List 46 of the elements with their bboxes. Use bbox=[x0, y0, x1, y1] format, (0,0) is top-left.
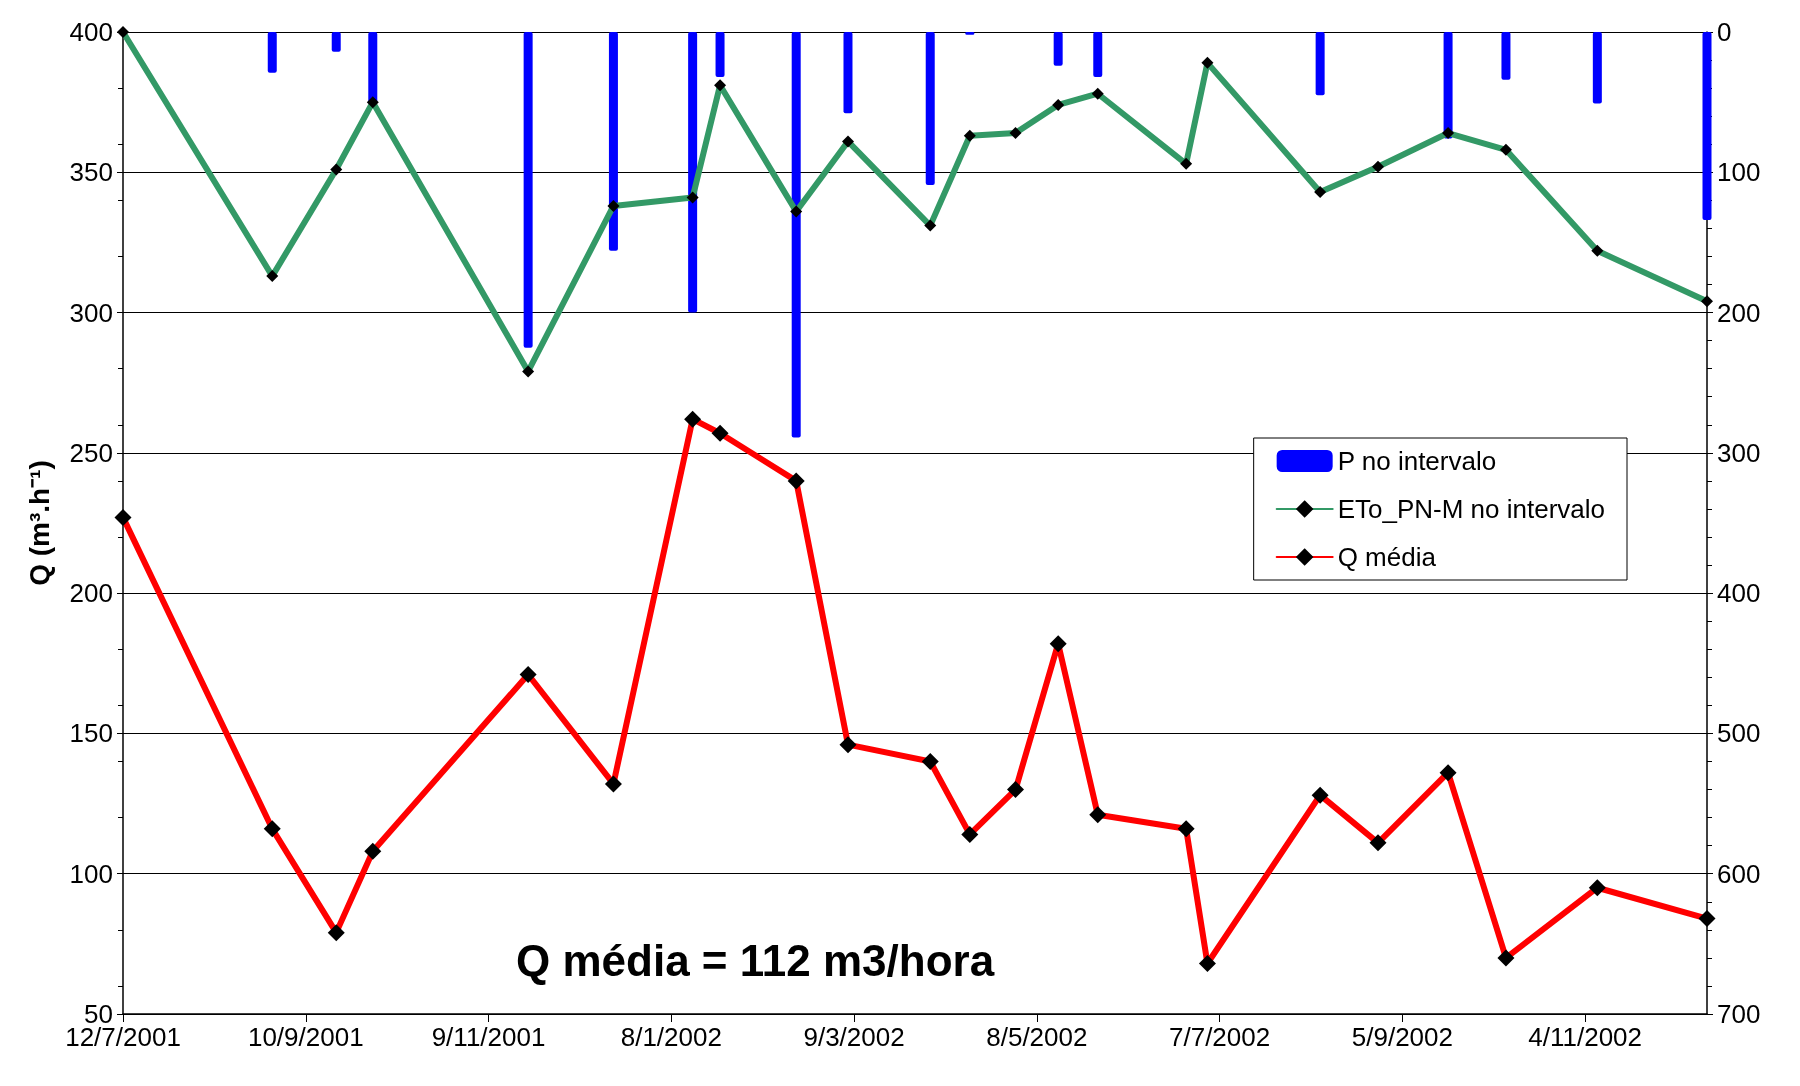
bar bbox=[331, 32, 341, 52]
y2-tick-label: 300 bbox=[1717, 437, 1761, 468]
bar bbox=[1501, 32, 1511, 80]
bar bbox=[925, 32, 935, 185]
x-tick-label: 12/7/2001 bbox=[65, 1022, 181, 1052]
legend-label: P no intervalo bbox=[1337, 446, 1497, 476]
bar bbox=[843, 32, 853, 114]
y-axis-title: Q (m³.h⁻¹) bbox=[23, 460, 55, 586]
y2-tick-label: 600 bbox=[1717, 858, 1761, 889]
legend-label: Q média bbox=[1337, 542, 1437, 572]
y-tick-label: 400 bbox=[69, 17, 113, 47]
bar bbox=[368, 32, 378, 103]
y2-tick-label: 200 bbox=[1717, 297, 1761, 328]
legend-label: ETo_PN-M no intervalo bbox=[1337, 494, 1606, 524]
x-tick-label: 9/11/2001 bbox=[431, 1022, 546, 1052]
bar bbox=[1702, 32, 1712, 220]
x-tick-label: 8/5/2002 bbox=[986, 1022, 1088, 1052]
y2-tick-label: 400 bbox=[1717, 578, 1761, 609]
bar bbox=[1053, 32, 1063, 66]
bar bbox=[1443, 32, 1453, 139]
y-tick-label: 350 bbox=[69, 157, 113, 188]
x-tick-label: 5/9/2002 bbox=[1351, 1022, 1453, 1052]
x-tick-label: 7/7/2002 bbox=[1169, 1022, 1271, 1052]
y-tick-label: 300 bbox=[69, 297, 113, 328]
bar bbox=[791, 32, 801, 438]
bar bbox=[1315, 32, 1325, 96]
y-tick-label: 250 bbox=[69, 437, 113, 468]
annotation: Q média = 112 m3/hora bbox=[516, 935, 995, 985]
bar bbox=[267, 32, 277, 73]
x-tick-label: 4/11/2002 bbox=[1528, 1022, 1643, 1052]
bar bbox=[608, 32, 618, 251]
y2-tick-label: 500 bbox=[1717, 718, 1761, 749]
y-tick-label: 200 bbox=[69, 578, 113, 609]
y-tick-label: 100 bbox=[69, 858, 113, 889]
y2-tick-label: 100 bbox=[1717, 157, 1761, 188]
x-tick-label: 9/3/2002 bbox=[803, 1022, 905, 1052]
y2-tick-label: 700 bbox=[1717, 999, 1761, 1029]
bar bbox=[523, 32, 533, 348]
x-tick-label: 10/9/2001 bbox=[247, 1022, 364, 1052]
bar bbox=[715, 32, 725, 77]
y2-tick-label: 0 bbox=[1717, 17, 1732, 47]
bar bbox=[1093, 32, 1103, 77]
x-tick-label: 8/1/2002 bbox=[620, 1022, 722, 1052]
bar bbox=[1592, 32, 1602, 104]
y-tick-label: 150 bbox=[69, 718, 113, 749]
bar bbox=[688, 32, 698, 313]
